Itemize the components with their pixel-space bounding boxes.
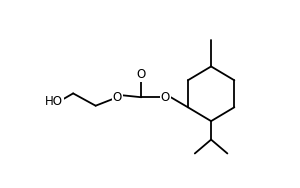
Text: O: O	[113, 91, 122, 104]
Text: HO: HO	[45, 95, 63, 108]
Text: O: O	[161, 91, 170, 104]
Text: O: O	[137, 68, 146, 81]
